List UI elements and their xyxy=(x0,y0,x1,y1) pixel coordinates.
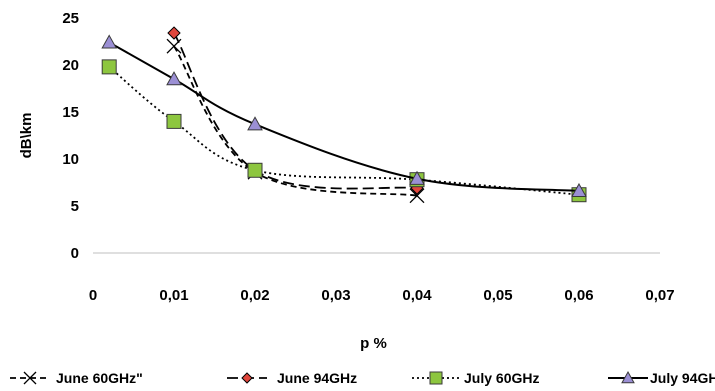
y-axis-label: dB\km xyxy=(18,113,35,159)
legend: June 60GHz" June 94GHz July 60GHz July 94GH… xyxy=(10,370,715,386)
legend-label: July 94GHz xyxy=(650,370,715,386)
series-2 xyxy=(167,26,424,195)
triangle-marker xyxy=(101,34,118,49)
legend-entry: June 94GHz xyxy=(227,370,357,386)
x-axis-label: p % xyxy=(360,335,387,352)
x-tick-labels: 0 0,01 0,02 0,03 0,04 0,05 0,06 0,07 xyxy=(89,287,675,304)
legend-entry: July 94GHz xyxy=(608,370,715,386)
triangle-marker xyxy=(571,182,587,198)
x-tick-label: 0,04 xyxy=(402,287,432,304)
y-tick-label: 0 xyxy=(71,245,79,262)
square-marker xyxy=(247,162,263,178)
y-tick-label: 10 xyxy=(62,151,79,168)
y-tick-label: 25 xyxy=(62,10,79,27)
series-layer xyxy=(101,26,587,204)
x-tick-label: 0,05 xyxy=(483,287,512,304)
triangle-marker xyxy=(621,370,635,384)
series-line xyxy=(108,66,580,196)
square-marker xyxy=(101,59,117,75)
legend-label: June 94GHz xyxy=(277,370,357,386)
square-marker xyxy=(166,113,182,129)
diamond-marker xyxy=(241,372,253,384)
series-line xyxy=(108,41,580,192)
legend-label: July 60GHz xyxy=(464,370,539,386)
diamond-marker xyxy=(167,26,181,40)
series-4 xyxy=(101,34,587,198)
triangle-marker xyxy=(409,170,425,185)
x-tick-label: 0,07 xyxy=(645,287,674,304)
legend-entry: July 60GHz xyxy=(412,370,539,386)
x-tick-label: 0,02 xyxy=(240,287,269,304)
x-tick-label: 0,01 xyxy=(159,287,188,304)
x-tick-label: 0 xyxy=(89,287,97,304)
y-tick-labels: 0 5 10 15 20 25 xyxy=(62,10,79,262)
square-marker xyxy=(429,371,443,385)
y-tick-label: 5 xyxy=(71,198,79,215)
y-tick-label: 15 xyxy=(62,104,79,121)
x-marker xyxy=(23,371,37,385)
legend-label: June 60GHz" xyxy=(56,370,143,386)
triangle-marker xyxy=(166,71,182,86)
x-tick-label: 0,06 xyxy=(564,287,593,304)
legend-entry: June 60GHz" xyxy=(10,370,143,386)
series-line xyxy=(173,32,418,190)
x-tick-label: 0,03 xyxy=(321,287,350,304)
series-line xyxy=(173,45,418,197)
triangle-marker xyxy=(247,116,263,131)
y-tick-label: 20 xyxy=(62,57,79,74)
x-marker xyxy=(409,188,425,204)
